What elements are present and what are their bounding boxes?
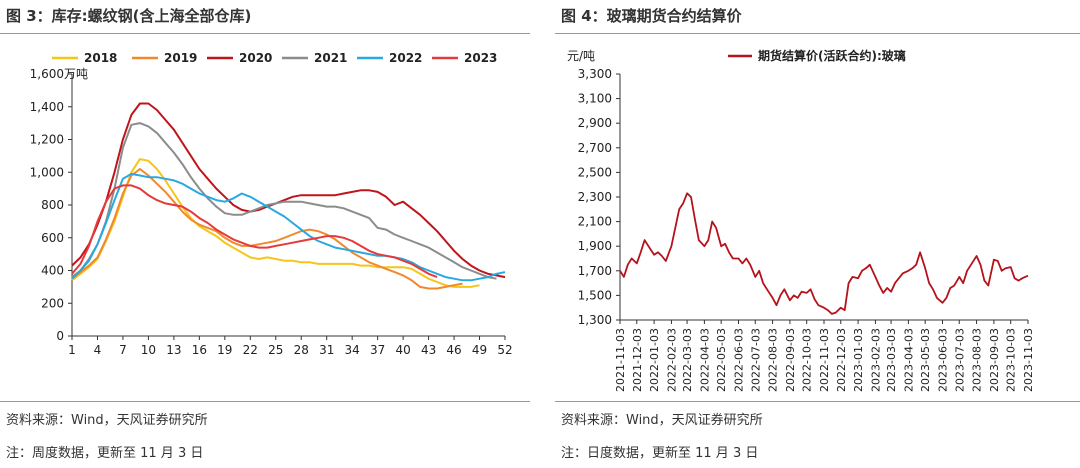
series-line-2018	[71, 158, 480, 288]
y-tick-label: 0	[56, 329, 64, 343]
right-top-rule	[555, 33, 1080, 34]
legend-label-2021: 2021	[314, 51, 347, 65]
y-tick-label: 1,600	[30, 67, 64, 81]
y-tick-label: 1,900	[578, 239, 612, 253]
y-tick-label: 1,000	[30, 165, 64, 179]
left-figure-title: 图 3：库存:螺纹钢(含上海全部仓库)	[6, 7, 252, 25]
x-tick-label: 2022-09-03	[784, 328, 797, 392]
y-tick-label: 3,100	[578, 92, 612, 106]
y-tick-label: 600	[41, 231, 64, 245]
right-update-note: 注：日度数据，更新至 11 月 3 日	[561, 446, 759, 461]
legend-label-2022: 2022	[389, 51, 422, 65]
x-tick-label: 22	[243, 343, 258, 357]
right-source-note: 资料来源：Wind，天风证券研究所	[561, 413, 763, 428]
x-tick-label: 49	[472, 343, 487, 357]
series-line-2022	[71, 172, 506, 282]
x-tick-label: 2021-12-03	[631, 328, 644, 392]
left-source-note: 资料来源：Wind，天风证券研究所	[6, 413, 208, 428]
x-tick-label: 2023-02-03	[869, 328, 882, 392]
x-tick-label: 16	[192, 343, 207, 357]
y-tick-label: 400	[41, 264, 64, 278]
left-update-note: 注：周度数据，更新至 11 月 3 日	[6, 446, 204, 461]
x-tick-label: 1	[68, 343, 76, 357]
y-unit-label: 万吨	[64, 67, 88, 81]
x-tick-label: 19	[217, 343, 232, 357]
series-line-2021	[71, 122, 497, 280]
x-tick-label: 2022-11-03	[818, 328, 831, 392]
x-tick-label: 43	[421, 343, 436, 357]
x-tick-label: 52	[497, 343, 512, 357]
y-tick-label: 2,500	[578, 165, 612, 179]
x-tick-label: 4	[94, 343, 102, 357]
right-figure-title: 图 4：玻璃期货合约结算价	[561, 7, 742, 25]
x-tick-label: 2022-08-03	[767, 328, 780, 392]
series-line-2023	[71, 184, 438, 279]
x-tick-label: 2022-02-03	[665, 328, 678, 392]
x-tick-label: 46	[446, 343, 461, 357]
y-tick-label: 1,500	[578, 288, 612, 302]
x-tick-label: 34	[345, 343, 360, 357]
rebar-inventory-chart: 0 200 400 600 800 1,000 1,200 1,400 1,600 万吨 1 4 7 10…	[30, 51, 513, 357]
x-tick-label: 2023-11-03	[1022, 328, 1035, 392]
x-tick-label: 2023-03-03	[885, 328, 898, 392]
legend-label-2020: 2020	[239, 51, 272, 65]
y-tick-label: 1,700	[578, 264, 612, 278]
y-tick-label: 3,300	[578, 67, 612, 81]
x-tick-label: 2022-10-03	[801, 328, 814, 392]
x-tick-label: 2023-04-03	[902, 328, 915, 392]
legend-label-2023: 2023	[464, 51, 497, 65]
x-tick-label: 2022-07-03	[749, 328, 762, 392]
left-top-rule	[0, 33, 530, 34]
x-tick-label: 2023-10-03	[1005, 328, 1018, 392]
x-tick-label: 2022-06-03	[732, 328, 745, 392]
x-tick-label: 2023-09-03	[988, 328, 1001, 392]
x-tick-label: 7	[119, 343, 127, 357]
x-tick-label: 2023-01-03	[852, 328, 865, 392]
y-tick-label: 200	[41, 296, 64, 310]
x-tick-label: 2023-05-03	[919, 328, 932, 392]
x-tick-label: 37	[370, 343, 385, 357]
x-tick-label: 2022-05-03	[715, 328, 728, 392]
x-tick-label: 13	[166, 343, 181, 357]
series-line-2020	[71, 102, 506, 279]
y-tick-label: 2,300	[578, 190, 612, 204]
x-tick-label: 2021-11-03	[614, 328, 627, 392]
x-tick-label: 28	[294, 343, 309, 357]
x-tick-label: 40	[395, 343, 410, 357]
glass-futures-chart: 1,300 1,500 1,700 1,900 2,100 2,300 2,500 2,700…	[567, 48, 1035, 392]
x-tick-label: 2023-06-03	[936, 328, 949, 392]
y-tick-label: 1,200	[30, 133, 64, 147]
y-unit-label: 元/吨	[567, 49, 595, 63]
x-tick-label: 2022-04-03	[698, 328, 711, 392]
y-tick-label: 2,700	[578, 141, 612, 155]
y-tick-label: 1,400	[30, 100, 64, 114]
legend-label-2019: 2019	[164, 51, 197, 65]
y-tick-label: 1,300	[578, 313, 612, 327]
series-line-glass	[619, 192, 1029, 315]
x-tick-label: 2022-03-03	[681, 328, 694, 392]
y-tick-label: 2,100	[578, 215, 612, 229]
series-line-2019	[71, 168, 463, 290]
x-tick-label: 31	[319, 343, 334, 357]
x-tick-label: 2022-01-03	[648, 328, 661, 392]
x-tick-label: 2022-12-03	[835, 328, 848, 392]
legend-label-2018: 2018	[84, 51, 117, 65]
x-tick-label: 2023-07-03	[953, 328, 966, 392]
x-tick-label: 25	[268, 343, 283, 357]
x-tick-label: 2023-08-03	[971, 328, 984, 392]
legend-label: 期货结算价(活跃合约):玻璃	[758, 48, 906, 63]
right-bottom-rule	[555, 401, 1080, 402]
y-tick-label: 2,900	[578, 116, 612, 130]
x-tick-label: 10	[141, 343, 156, 357]
left-bottom-rule	[0, 401, 530, 402]
y-tick-label: 800	[41, 198, 64, 212]
